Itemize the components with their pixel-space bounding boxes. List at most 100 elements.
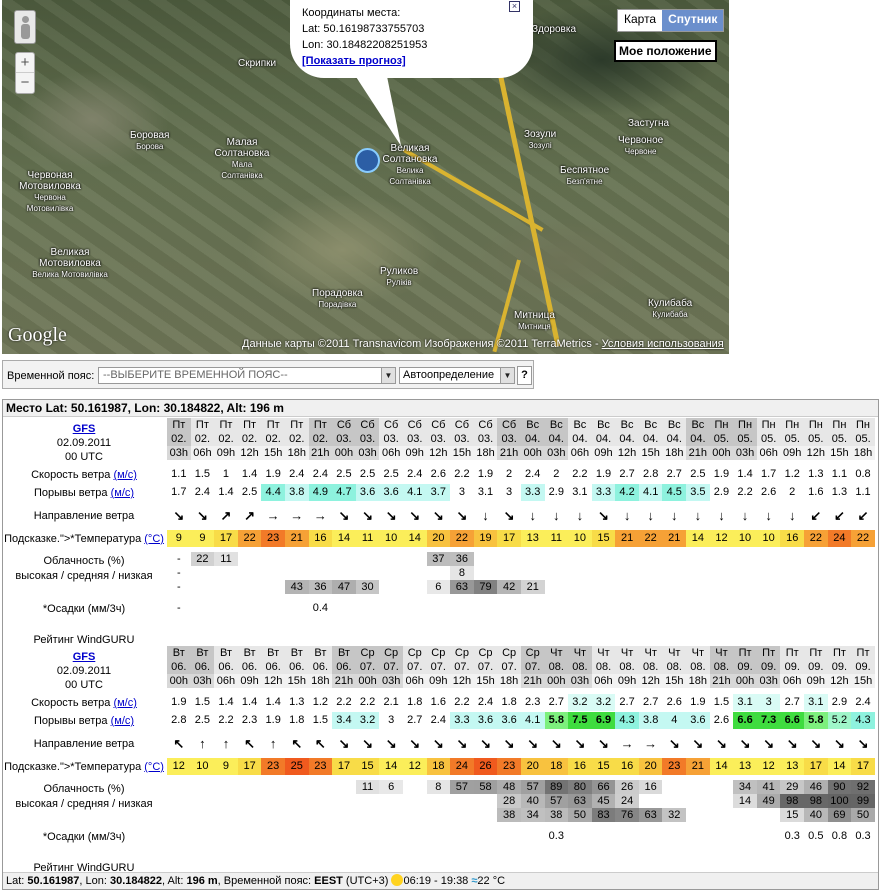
- wind-arrow-icon: ↓: [529, 508, 536, 523]
- wind-speed-cell: 1.4: [241, 468, 258, 480]
- header-dates-cell: 09.: [780, 660, 805, 674]
- wind-direction-row: Направление ветра ↘ ↘ ↗ ↗ → → → ↘ ↘ ↘ ↘ ↘ ↘ ↓ ↘ ↓ ↓ ↓ ↘ ↓ ↓ ↓ ↓…: [3, 502, 880, 530]
- zoom-in-button[interactable]: +: [16, 53, 34, 73]
- precipitation-cell: [710, 828, 734, 845]
- chevron-down-icon: ▼: [500, 368, 514, 383]
- map-type-satellite-button[interactable]: Спутник: [662, 10, 724, 31]
- temperature-cell: 14: [827, 758, 852, 775]
- cloud-cell: [780, 552, 804, 566]
- header-dates-cell: 03.: [473, 432, 498, 446]
- header-dates-cell: 05.: [804, 432, 828, 446]
- cloud-cell: [686, 780, 710, 794]
- show-forecast-link[interactable]: [Показать прогноз]: [302, 55, 406, 67]
- model-link[interactable]: GFS: [72, 651, 96, 663]
- header-hour-cell: 03h: [756, 674, 781, 688]
- cloud-cell: 42: [497, 580, 521, 594]
- header-hour-cell: 09h: [237, 674, 262, 688]
- cloud-cell: 100: [827, 794, 852, 808]
- cloud-cell: 63: [638, 808, 663, 822]
- wind-speed-cell: 1.1: [171, 468, 187, 480]
- cloud-cell: 98: [804, 794, 828, 808]
- my-position-button[interactable]: Мое положение: [614, 40, 717, 62]
- header-days-cell: Чт: [662, 646, 687, 660]
- header-days-cell: Вт: [190, 646, 215, 660]
- wind-speed-cell: 1.8: [501, 696, 517, 708]
- header-days-cell: Ср: [355, 646, 380, 660]
- map-type-map-button[interactable]: Карта: [618, 10, 663, 31]
- cloud-cell: [261, 780, 285, 794]
- header-hour-cell: 21h: [332, 674, 356, 688]
- wind-speed-cell: 0.8: [855, 468, 871, 480]
- header-dates-cell: 07.: [426, 660, 451, 674]
- header-dates-cell: 09.: [851, 660, 875, 674]
- wind-gusts-cell: 4.3: [851, 712, 875, 729]
- header-days-cell: Сб: [450, 418, 474, 432]
- timezone-select-value: --ВЫБЕРИТЕ ВРЕМЕННОЙ ПОЯС--: [103, 369, 288, 381]
- precipitation-cell: [757, 600, 781, 617]
- header-days-cell: Вт: [308, 646, 333, 660]
- header-days-cell: Вт: [214, 646, 238, 660]
- temperature-cell: 20: [638, 758, 663, 775]
- precipitation-cell: [238, 600, 262, 617]
- cloud-cell: [568, 580, 592, 594]
- cloud-cell: [191, 780, 215, 794]
- wind-arrow-icon: ↘: [716, 736, 727, 751]
- wind-direction-cell: →: [309, 502, 333, 530]
- wind-direction-cell: ↘: [379, 730, 403, 758]
- header-hour-cell: 00h: [733, 674, 757, 688]
- wind-arrow-icon: ↓: [765, 508, 772, 523]
- cloud-cell: [733, 552, 757, 566]
- wind-arrow-icon: ↘: [456, 736, 468, 751]
- close-icon[interactable]: ×: [509, 1, 520, 12]
- cloud-cell: [662, 580, 686, 594]
- header-dates-cell: 08.: [686, 660, 710, 674]
- header-days-cell: Чт: [568, 646, 592, 660]
- forecast-footer: Lat: 50.161987, Lon: 30.184822, Alt: 196…: [3, 872, 878, 889]
- temperature-cell: 22: [638, 530, 663, 547]
- location-marker-icon[interactable]: [355, 148, 380, 173]
- precipitation-cell: [662, 600, 686, 617]
- precipitation-cell: [757, 828, 781, 845]
- wind-speed-cell: 1.5: [713, 696, 730, 708]
- header-days-cell: Вс: [568, 418, 592, 432]
- wind-speed-cell: 1.3: [289, 696, 305, 708]
- precipitation-cell: [639, 828, 663, 845]
- header-days-cell: Чт: [615, 646, 639, 660]
- help-button[interactable]: ?: [517, 366, 532, 385]
- info-bubble-tail: [348, 66, 432, 146]
- wind-speed-cell: 2.6: [666, 696, 682, 708]
- cloud-cell: 38: [544, 808, 569, 822]
- header-hour-cell: 15h: [851, 674, 875, 688]
- wind-gusts-row: Порывы ветра (м/с) 1.7 2.4 1.4 2.5 4.4 3.8 4.9 4…: [3, 484, 880, 502]
- header-hour-cell: 09h: [591, 446, 616, 460]
- cloud-cell: 34: [520, 808, 545, 822]
- bubble-lat: Lat: 50.16198733755703: [302, 23, 425, 35]
- cloud-cell: [639, 580, 663, 594]
- precipitation-cell: [521, 828, 545, 845]
- cloud-cell: 30: [355, 580, 380, 594]
- satellite-map[interactable]: Скрипки Боровая Борова Малая Солтановка Ма…: [2, 0, 729, 354]
- cloud-cell: [214, 580, 238, 594]
- wind-speed-cell: 2.2: [359, 696, 376, 708]
- terms-link[interactable]: Условия использования: [601, 338, 724, 350]
- zoom-out-button[interactable]: −: [20, 74, 30, 91]
- precipitation-cell: [214, 600, 238, 617]
- wind-arrow-icon: ↓: [647, 508, 654, 523]
- cloud-cell: [639, 794, 663, 808]
- timezone-select[interactable]: --ВЫБЕРИТЕ ВРЕМЕННОЙ ПОЯС-- ▼: [98, 367, 396, 384]
- cloud-cell: 98: [780, 794, 805, 808]
- wind-gusts-cell: 1.1: [855, 486, 871, 498]
- model-link[interactable]: GFS: [72, 423, 96, 435]
- header-days-cell: Вт: [284, 646, 309, 660]
- auto-detect-select[interactable]: Автоопределение ▼: [399, 367, 515, 384]
- precipitation-cell: [214, 828, 238, 845]
- cloud-cell: [828, 552, 852, 566]
- wind-speed-cell: 2.2: [336, 696, 352, 708]
- street-view-pegman-icon[interactable]: [14, 10, 36, 44]
- wind-direction-cell: →: [261, 502, 285, 530]
- cloud-cell: [191, 580, 215, 594]
- wind-arrow-icon: ↘: [763, 736, 775, 751]
- header-dates-cell: 06.: [237, 660, 262, 674]
- temperature-cell: 13: [733, 758, 757, 775]
- footer-lat: 50.161987: [27, 875, 80, 887]
